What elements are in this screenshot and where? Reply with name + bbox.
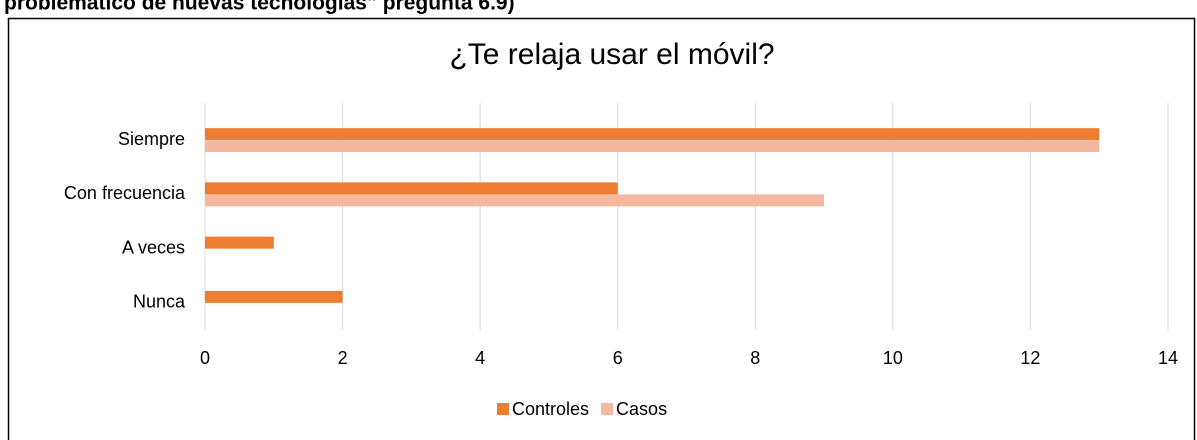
chart-title: ¿Te relaja usar el móvil? bbox=[449, 38, 774, 71]
heading: problemático de nuevas tecnologías" preg… bbox=[4, 0, 515, 15]
x-tick-label: 10 bbox=[883, 348, 903, 368]
bar bbox=[205, 182, 618, 195]
y-tick-label: A veces bbox=[122, 237, 185, 257]
x-tick-label: 0 bbox=[200, 348, 210, 368]
y-tick-label: Siempre bbox=[118, 129, 185, 149]
legend-label: Controles bbox=[512, 399, 589, 419]
x-tick-label: 4 bbox=[475, 348, 485, 368]
bar bbox=[205, 290, 343, 303]
y-tick-label: Nunca bbox=[133, 292, 186, 312]
bar bbox=[205, 128, 1100, 141]
y-tick-label: Con frecuencia bbox=[64, 183, 186, 203]
x-tick-label: 8 bbox=[750, 348, 760, 368]
x-tick-label: 2 bbox=[338, 348, 348, 368]
x-tick-label: 6 bbox=[613, 348, 623, 368]
legend-swatch bbox=[601, 403, 614, 415]
bar bbox=[205, 236, 274, 249]
legend-label: Casos bbox=[616, 399, 667, 419]
chart-frame bbox=[7, 17, 1196, 440]
bar bbox=[205, 194, 825, 207]
bar bbox=[205, 140, 1100, 153]
x-tick-label: 14 bbox=[1158, 348, 1178, 368]
x-tick-label: 12 bbox=[1020, 348, 1040, 368]
legend-swatch bbox=[497, 403, 509, 415]
